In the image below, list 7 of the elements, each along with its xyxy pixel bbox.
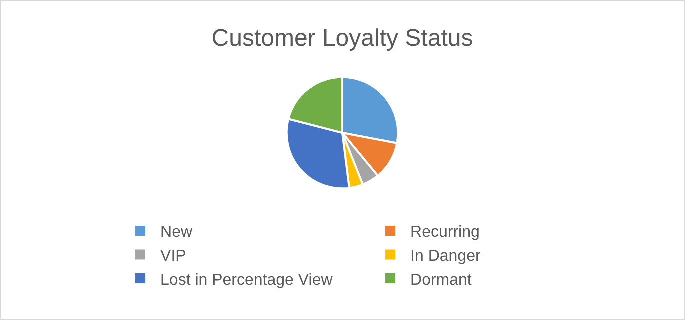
legend-label: Dormant [410,272,472,289]
legend-label: New [160,224,193,242]
legend-label: In Danger [410,248,482,265]
chart-title: Customer Loyalty Status [212,24,474,52]
legend-label: Recurring [410,224,480,242]
legend-label: Lost in Percentage View [160,272,334,289]
legend-label: VIP [160,248,186,265]
